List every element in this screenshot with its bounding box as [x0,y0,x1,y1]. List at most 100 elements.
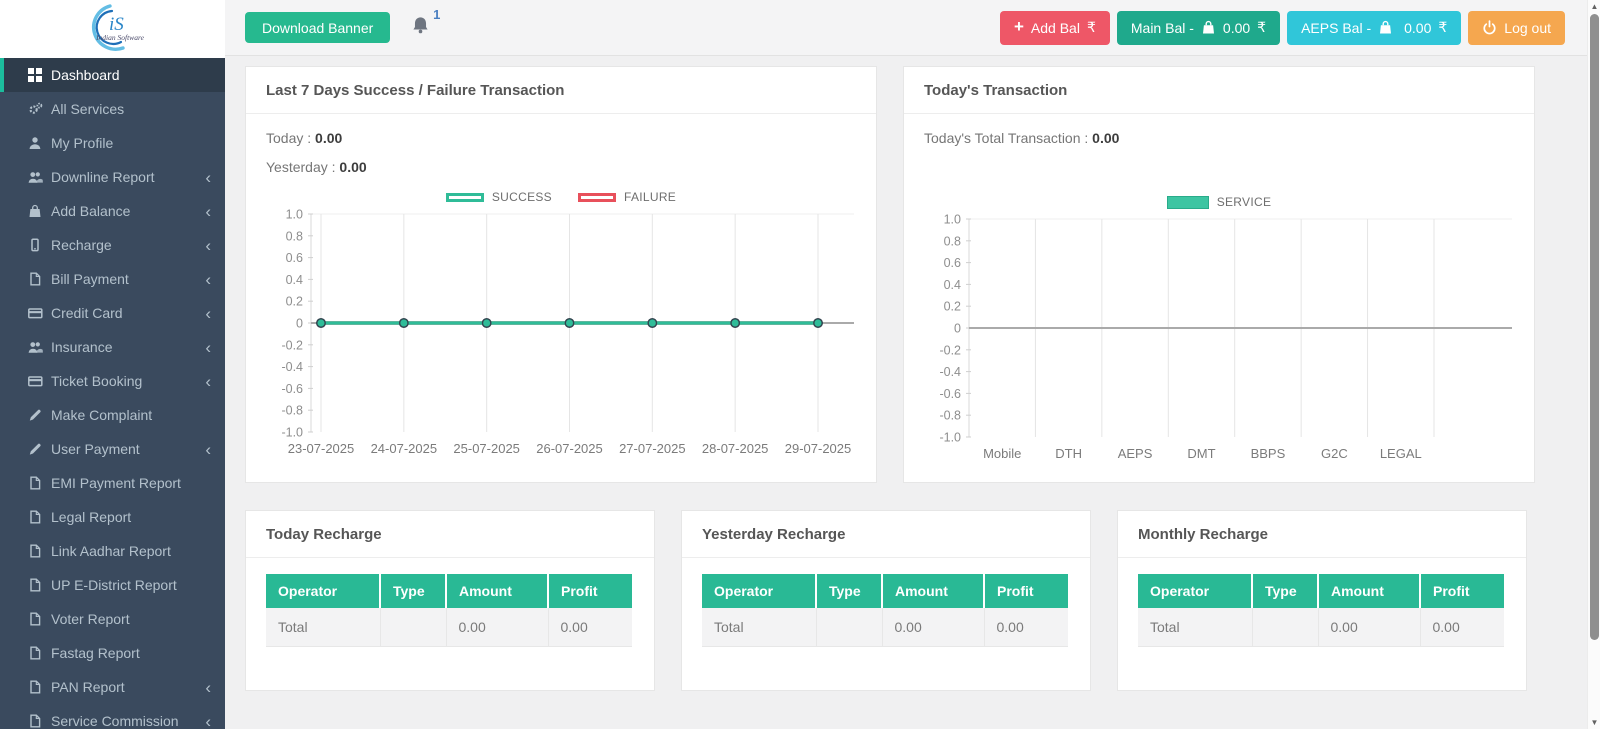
sidebar-item-up-e-district-report[interactable]: UP E-District Report [0,568,225,602]
svg-text:0: 0 [296,317,303,331]
sidebar-item-insurance[interactable]: Insurance ‹ [0,330,225,364]
sidebar-item-my-profile[interactable]: My Profile [0,126,225,160]
sidebar: iS Indian Software Dashboard All Services… [0,0,225,729]
file-icon [28,272,51,286]
svg-text:0: 0 [954,322,961,336]
table-header-row: Operator Type Amount Profit [702,574,1068,608]
svg-text:-1.0: -1.0 [939,431,961,445]
legend-swatch [445,192,484,202]
svg-text:25-07-2025: 25-07-2025 [453,441,519,456]
legend-item: FAILURE [578,190,676,204]
vertical-scrollbar[interactable]: ▲ ▼ [1587,0,1600,729]
sidebar-item-voter-report[interactable]: Voter Report [0,602,225,636]
chevron-left-icon: ‹ [205,711,211,729]
scroll-down-arrow-icon[interactable]: ▼ [1590,718,1599,727]
sidebar-item-label: Fastag Report [51,645,140,661]
svg-text:BBPS: BBPS [1251,446,1286,461]
legend-item: SUCCESS [445,190,552,204]
sidebar-item-fastag-report[interactable]: Fastag Report [0,636,225,670]
card-icon [28,374,51,388]
main-balance-button[interactable]: Main Bal - 0.00 ₹ [1116,10,1281,45]
todays-total-stat: Today's Total Transaction : 0.00 [924,130,1120,146]
last-7-days-card-title: Last 7 Days Success / Failure Transactio… [246,67,876,114]
svg-text:24-07-2025: 24-07-2025 [371,441,438,456]
bag-icon [28,204,51,218]
plus-icon: + [1013,17,1024,36]
sidebar-item-ticket-booking[interactable]: Ticket Booking ‹ [0,364,225,398]
svg-text:0.4: 0.4 [286,273,303,287]
yesterday-stat: Yesterday : 0.00 [266,159,367,175]
success-failure-line-chart[interactable]: 1.0 0.8 0.6 0.4 0.2 0 -0.2 -0.4 -0.6 -0.8 -1.023-0… [266,208,858,460]
svg-text:0.8: 0.8 [286,229,303,243]
sidebar-item-link-aadhar-report[interactable]: Link Aadhar Report [0,534,225,568]
sidebar-item-make-complaint[interactable]: Make Complaint [0,398,225,432]
sidebar-item-all-services[interactable]: All Services [0,92,225,126]
svg-text:0.6: 0.6 [286,251,303,265]
monthly-recharge-table: Operator Type Amount Profit Total 0.00 0… [1138,574,1504,647]
sidebar-item-label: Ticket Booking [51,373,143,389]
monthly-recharge-title: Monthly Recharge [1118,511,1526,558]
table-header-row: Operator Type Amount Profit [266,574,632,608]
svg-text:LEGAL: LEGAL [1380,446,1422,461]
logout-button[interactable]: Log out [1468,10,1565,45]
sidebar-item-label: Dashboard [51,67,120,83]
sidebar-item-dashboard[interactable]: Dashboard [0,58,225,92]
svg-text:-0.8: -0.8 [939,409,961,423]
sidebar-item-label: My Profile [51,135,114,151]
svg-text:-0.4: -0.4 [281,360,303,374]
svg-text:-0.2: -0.2 [939,343,961,357]
sidebar-item-pan-report[interactable]: PAN Report ‹ [0,670,225,704]
legend-swatch [1166,195,1209,209]
company-logo[interactable]: iS Indian Software [0,0,225,58]
file-icon [28,612,51,626]
service-bar-chart[interactable]: 1.0 0.8 0.6 0.4 0.2 0 -0.2 -0.4 -0.6 -0.8 -1.0 Mobi… [924,213,1516,465]
add-balance-button[interactable]: + Add Bal ₹ [999,10,1110,45]
svg-text:0.4: 0.4 [944,278,961,292]
main-area: Download Banner 1 + Add Bal ₹ Main Bal -… [225,0,1587,729]
sidebar-item-bill-payment[interactable]: Bill Payment ‹ [0,262,225,296]
file-icon [28,544,51,558]
logo-monogram: iS [109,14,124,35]
sidebar-item-label: Downline Report [51,169,155,185]
scroll-up-arrow-icon[interactable]: ▲ [1590,2,1599,11]
scrollbar-thumb[interactable] [1590,14,1599,640]
sidebar-item-label: Link Aadhar Report [51,543,171,559]
sidebar-item-legal-report[interactable]: Legal Report [0,500,225,534]
svg-text:iS: iS [109,14,124,35]
svg-text:-0.4: -0.4 [939,365,961,379]
legend-label: SUCCESS [491,190,552,204]
shopping-bag-icon [1380,20,1392,34]
sidebar-item-user-payment[interactable]: User Payment ‹ [0,432,225,466]
file-icon [28,578,51,592]
pencil-icon [28,442,51,456]
monthly-recharge-card: Monthly Recharge Operator Type Amount Pr… [1117,510,1527,691]
download-banner-button[interactable]: Download Banner [245,12,391,43]
legend-label: SERVICE [1216,195,1272,209]
sidebar-item-label: Credit Card [51,305,123,321]
last-7-days-card: Last 7 Days Success / Failure Transactio… [245,66,877,483]
sidebar-item-emi-payment-report[interactable]: EMI Payment Report [0,466,225,500]
chevron-left-icon: ‹ [205,337,211,357]
sidebar-item-label: Insurance [51,339,113,355]
pencil-icon [28,408,51,422]
dashboard-content: Last 7 Days Success / Failure Transactio… [225,56,1587,691]
notifications-bell[interactable]: 1 [410,7,440,40]
grid-icon [28,68,51,82]
svg-text:27-07-2025: 27-07-2025 [619,441,686,456]
table-row: Total 0.00 0.00 [266,608,632,647]
chart-legend: SUCCESS FAILURE [266,189,856,205]
yesterday-recharge-table: Operator Type Amount Profit Total 0.00 0… [702,574,1068,647]
chevron-left-icon: ‹ [205,677,211,697]
svg-text:-0.2: -0.2 [281,338,303,352]
sidebar-item-downline-report[interactable]: Downline Report ‹ [0,160,225,194]
sidebar-item-recharge[interactable]: Recharge ‹ [0,228,225,262]
svg-text:1.0: 1.0 [944,213,961,227]
mobile-icon [28,238,51,252]
todays-transaction-card: Today's Transaction Today's Total Transa… [903,66,1535,483]
sidebar-item-service-commission[interactable]: Service Commission ‹ [0,704,225,729]
power-icon [1483,20,1496,35]
aeps-balance-button[interactable]: AEPS Bal - 0.00 ₹ [1287,10,1462,45]
sidebar-item-add-balance[interactable]: Add Balance ‹ [0,194,225,228]
sidebar-item-credit-card[interactable]: Credit Card ‹ [0,296,225,330]
svg-text:-0.8: -0.8 [281,404,303,418]
